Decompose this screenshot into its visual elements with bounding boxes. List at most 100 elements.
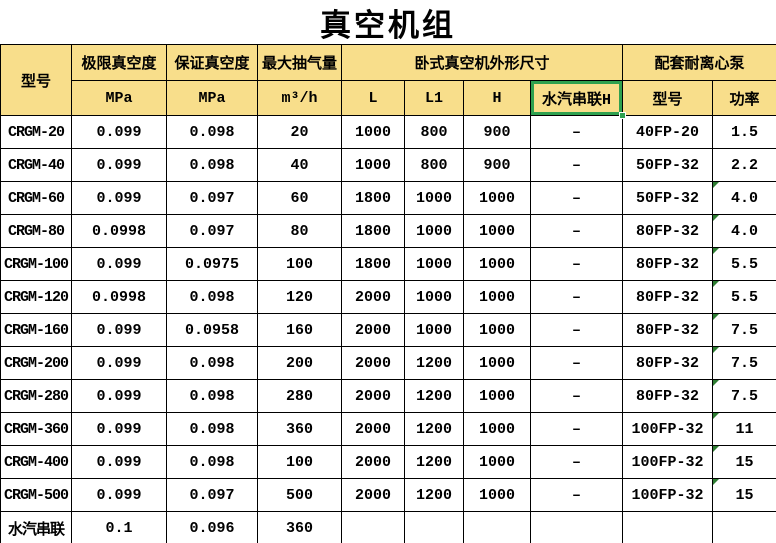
cell-model[interactable]: CRGM-60 xyxy=(0,181,72,215)
cell-guaranteed[interactable]: 0.097 xyxy=(166,478,258,512)
cell-capacity[interactable]: 360 xyxy=(257,412,342,446)
cell-steamH[interactable]: – xyxy=(529,148,624,182)
cell-capacity[interactable]: 20 xyxy=(257,115,342,149)
cell-pump[interactable]: 100FP-32 xyxy=(622,478,714,512)
cell-steamH[interactable]: – xyxy=(529,280,624,314)
header-pump-model[interactable]: 型号 xyxy=(622,80,714,116)
cell-capacity[interactable]: 500 xyxy=(257,478,342,512)
cell-H[interactable]: 1000 xyxy=(463,214,531,248)
header-dim-l[interactable]: L xyxy=(341,80,405,116)
cell-L[interactable]: 2000 xyxy=(341,313,405,347)
cell-H[interactable]: 1000 xyxy=(463,181,531,215)
cell-power[interactable]: 4.0 xyxy=(712,181,776,215)
cell-pump[interactable]: 50FP-32 xyxy=(622,181,714,215)
cell-H[interactable]: 1000 xyxy=(463,379,531,413)
header-pump-group[interactable]: 配套耐离心泵 xyxy=(622,44,776,81)
cell-L1[interactable]: 1000 xyxy=(404,181,464,215)
cell-capacity[interactable]: 160 xyxy=(257,313,342,347)
cell-capacity[interactable]: 280 xyxy=(257,379,342,413)
cell-model[interactable]: CRGM-40 xyxy=(0,148,72,182)
cell-power[interactable]: 7.5 xyxy=(712,346,776,380)
cell-ultimate[interactable]: 0.099 xyxy=(71,412,167,446)
cell-power[interactable]: 11 xyxy=(712,412,776,446)
cell-capacity[interactable]: 80 xyxy=(257,214,342,248)
cell-steamH[interactable]: – xyxy=(529,214,624,248)
cell-power[interactable]: 7.5 xyxy=(712,313,776,347)
cell-guaranteed[interactable]: 0.098 xyxy=(166,379,258,413)
cell-capacity[interactable]: 120 xyxy=(257,280,342,314)
cell-L1[interactable]: 1200 xyxy=(404,412,464,446)
cell-steamH[interactable]: – xyxy=(529,379,624,413)
cell-model[interactable]: CRGM-400 xyxy=(0,445,72,479)
cell-pump[interactable]: 50FP-32 xyxy=(622,148,714,182)
cell-ultimate[interactable]: 0.099 xyxy=(71,313,167,347)
cell-steamH[interactable]: – xyxy=(529,181,624,215)
cell-model[interactable]: CRGM-100 xyxy=(0,247,72,281)
cell-model[interactable]: CRGM-80 xyxy=(0,214,72,248)
cell-steamH[interactable]: – xyxy=(529,115,624,149)
cell-model[interactable]: CRGM-280 xyxy=(0,379,72,413)
cell-ultimate[interactable]: 0.099 xyxy=(71,346,167,380)
cell-H[interactable]: 1000 xyxy=(463,247,531,281)
cell-power[interactable]: 5.5 xyxy=(712,247,776,281)
cell-capacity[interactable]: 40 xyxy=(257,148,342,182)
cell-H[interactable]: 900 xyxy=(463,148,531,182)
cell-L[interactable]: 1800 xyxy=(341,214,405,248)
cell-L1[interactable] xyxy=(404,511,464,543)
cell-ultimate[interactable]: 0.099 xyxy=(71,478,167,512)
cell-guaranteed[interactable]: 0.0958 xyxy=(166,313,258,347)
cell-capacity[interactable]: 60 xyxy=(257,181,342,215)
cell-L[interactable]: 1800 xyxy=(341,181,405,215)
cell-model[interactable]: CRGM-500 xyxy=(0,478,72,512)
cell-pump[interactable]: 80FP-32 xyxy=(622,379,714,413)
cell-L1[interactable]: 1000 xyxy=(404,280,464,314)
cell-L[interactable]: 2000 xyxy=(341,478,405,512)
cell-pump[interactable]: 80FP-32 xyxy=(622,247,714,281)
cell-capacity[interactable]: 100 xyxy=(257,247,342,281)
cell-guaranteed[interactable]: 0.098 xyxy=(166,280,258,314)
cell-pump[interactable]: 80FP-32 xyxy=(622,280,714,314)
cell-H[interactable] xyxy=(463,511,531,543)
cell-pump[interactable]: 100FP-32 xyxy=(622,412,714,446)
cell-pump[interactable]: 80FP-32 xyxy=(622,214,714,248)
cell-steamH[interactable]: – xyxy=(529,247,624,281)
cell-guaranteed[interactable]: 0.098 xyxy=(166,115,258,149)
cell-L1[interactable]: 1200 xyxy=(404,379,464,413)
header-model[interactable]: 型号 xyxy=(0,44,72,116)
cell-L[interactable]: 2000 xyxy=(341,445,405,479)
cell-L1[interactable]: 1000 xyxy=(404,214,464,248)
cell-L1[interactable]: 1200 xyxy=(404,478,464,512)
cell-steamH[interactable]: – xyxy=(529,478,624,512)
header-dimensions-group[interactable]: 卧式真空机外形尺寸 xyxy=(340,44,624,81)
cell-steamH[interactable]: – xyxy=(529,346,624,380)
cell-model[interactable]: CRGM-160 xyxy=(0,313,72,347)
cell-H[interactable]: 1000 xyxy=(463,346,531,380)
cell-H[interactable]: 1000 xyxy=(463,478,531,512)
cell-L[interactable]: 1000 xyxy=(341,148,405,182)
cell-L1[interactable]: 800 xyxy=(404,148,464,182)
cell-guaranteed[interactable]: 0.098 xyxy=(166,346,258,380)
cell-L[interactable]: 2000 xyxy=(341,346,405,380)
cell-steamH[interactable]: – xyxy=(529,313,624,347)
cell-power[interactable] xyxy=(712,511,776,543)
cell-ultimate[interactable]: 0.099 xyxy=(71,445,167,479)
cell-guaranteed[interactable]: 0.098 xyxy=(166,412,258,446)
header-mpa-ultimate[interactable]: MPa xyxy=(71,80,167,116)
cell-steamH[interactable]: – xyxy=(529,445,624,479)
cell-model[interactable]: CRGM-120 xyxy=(0,280,72,314)
cell-model[interactable]: CRGM-360 xyxy=(0,412,72,446)
cell-pump[interactable]: 80FP-32 xyxy=(622,313,714,347)
cell-ultimate[interactable]: 0.1 xyxy=(71,511,167,543)
cell-model[interactable]: 水汽串联 xyxy=(0,511,72,543)
header-pump-power[interactable]: 功率 xyxy=(712,80,776,116)
cell-H[interactable]: 1000 xyxy=(463,412,531,446)
cell-guaranteed[interactable]: 0.096 xyxy=(166,511,258,543)
cell-guaranteed[interactable]: 0.098 xyxy=(166,445,258,479)
cell-L1[interactable]: 800 xyxy=(404,115,464,149)
cell-H[interactable]: 1000 xyxy=(463,445,531,479)
cell-power[interactable]: 15 xyxy=(712,445,776,479)
cell-capacity[interactable]: 360 xyxy=(257,511,342,543)
cell-L1[interactable]: 1000 xyxy=(404,313,464,347)
cell-H[interactable]: 900 xyxy=(463,115,531,149)
cell-capacity[interactable]: 200 xyxy=(257,346,342,380)
